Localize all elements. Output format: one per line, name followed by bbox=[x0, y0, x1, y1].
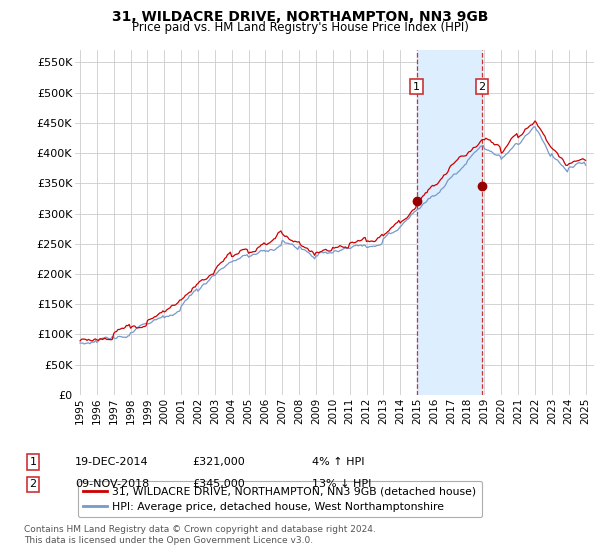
Text: 4% ↑ HPI: 4% ↑ HPI bbox=[312, 457, 365, 467]
Text: Price paid vs. HM Land Registry's House Price Index (HPI): Price paid vs. HM Land Registry's House … bbox=[131, 21, 469, 34]
Bar bbox=[416, 50, 482, 395]
Text: 19-DEC-2014: 19-DEC-2014 bbox=[75, 457, 149, 467]
Text: 13% ↓ HPI: 13% ↓ HPI bbox=[312, 479, 371, 489]
Text: 2: 2 bbox=[29, 479, 37, 489]
Text: £321,000: £321,000 bbox=[192, 457, 245, 467]
Text: 09-NOV-2018: 09-NOV-2018 bbox=[75, 479, 149, 489]
Text: 31, WILDACRE DRIVE, NORTHAMPTON, NN3 9GB: 31, WILDACRE DRIVE, NORTHAMPTON, NN3 9GB bbox=[112, 10, 488, 24]
Text: 2: 2 bbox=[479, 82, 485, 92]
Text: £345,000: £345,000 bbox=[192, 479, 245, 489]
Text: 1: 1 bbox=[413, 82, 420, 92]
Text: Contains HM Land Registry data © Crown copyright and database right 2024.
This d: Contains HM Land Registry data © Crown c… bbox=[24, 525, 376, 545]
Text: 1: 1 bbox=[29, 457, 37, 467]
Legend: 31, WILDACRE DRIVE, NORTHAMPTON, NN3 9GB (detached house), HPI: Average price, d: 31, WILDACRE DRIVE, NORTHAMPTON, NN3 9GB… bbox=[78, 481, 482, 517]
